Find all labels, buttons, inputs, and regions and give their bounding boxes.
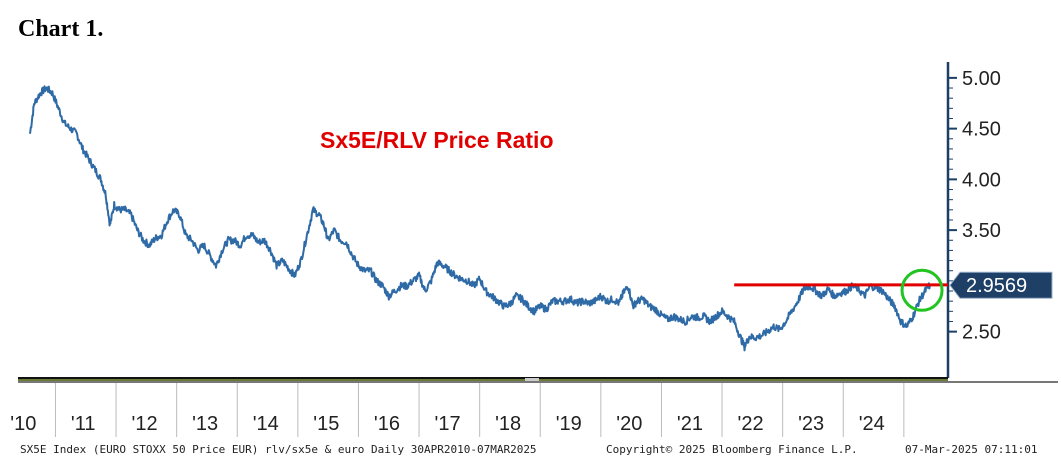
x-axis-band <box>18 379 948 381</box>
footer-timestamp: 07-Mar-2025 07:11:01 <box>905 443 1037 456</box>
x-tick-label: '12 <box>132 413 158 435</box>
x-tick-label: '13 <box>192 413 218 435</box>
x-tick-label: '21 <box>677 413 703 435</box>
highlight-circle <box>900 268 944 312</box>
y-tick-label: 3.50 <box>962 220 1001 242</box>
x-tick-label: '15 <box>313 413 339 435</box>
x-axis-line <box>18 377 948 379</box>
y-tick-label: 2.50 <box>962 322 1001 344</box>
last-value-label: 2.9569 <box>966 275 1027 297</box>
y-tick-label: 5.00 <box>962 68 1001 90</box>
chart-heading: Chart 1. <box>18 16 104 42</box>
x-tick-label: '11 <box>71 413 96 435</box>
series-line <box>29 85 931 352</box>
y-tick-label: 4.50 <box>962 119 1001 141</box>
scroll-grip[interactable] <box>525 378 539 381</box>
x-axis-band <box>18 381 1058 383</box>
chart-annotation: Sx5E/RLV Price Ratio <box>320 127 554 153</box>
footer-left: SX5E Index (EURO STOXX 50 Price EUR) rlv… <box>20 443 537 456</box>
x-tick-label: '17 <box>435 413 461 435</box>
x-tick-label: '23 <box>798 413 824 435</box>
footer-copyright: Copyright© 2025 Bloomberg Finance L.P. <box>606 443 858 456</box>
y-tick-label: 4.00 <box>962 169 1001 191</box>
x-tick-label: '18 <box>495 413 521 435</box>
x-tick-label: '14 <box>253 413 279 435</box>
x-tick-label: '16 <box>374 413 400 435</box>
x-tick-label: '24 <box>859 413 885 435</box>
x-tick-label: '10 <box>10 413 36 435</box>
x-tick-label: '22 <box>738 413 764 435</box>
x-tick-label: '19 <box>556 413 582 435</box>
x-tick-label: '20 <box>616 413 642 435</box>
last-value-box <box>949 271 1053 299</box>
